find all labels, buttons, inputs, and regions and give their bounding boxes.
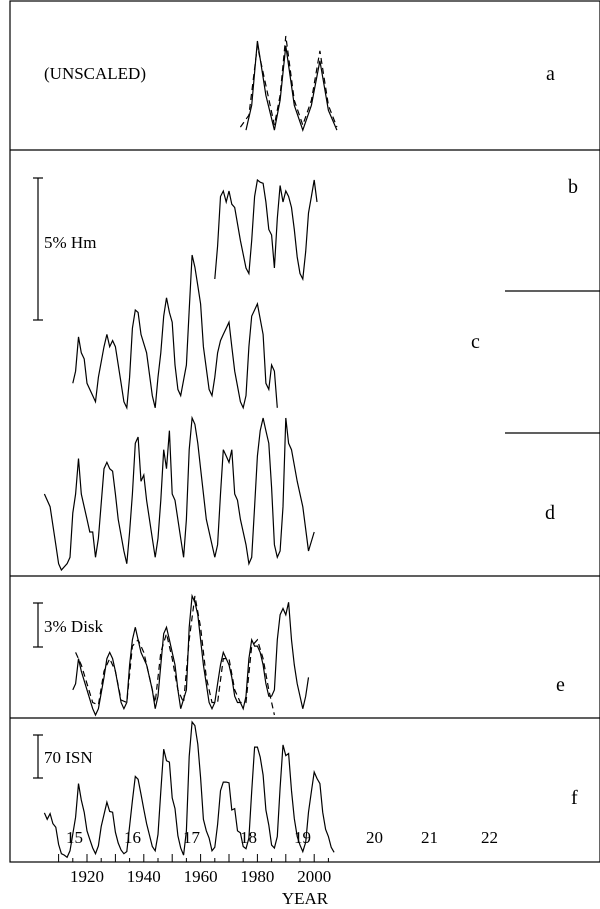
scale-bar-isn bbox=[33, 734, 43, 779]
cycle-number-21: 21 bbox=[421, 828, 438, 847]
panel-label-a: a bbox=[546, 63, 555, 85]
panel-label-b: b bbox=[568, 176, 578, 198]
x-tick-label: 1940 bbox=[127, 867, 161, 886]
series-line-f-solid bbox=[43, 720, 335, 859]
scale-label-disk: 3% Disk bbox=[44, 617, 104, 636]
cycle-number-22: 22 bbox=[481, 828, 498, 847]
cycle-number-15: 15 bbox=[66, 828, 83, 847]
series-line-e-solid bbox=[72, 593, 310, 717]
panel-label-d: d bbox=[545, 502, 555, 524]
unscaled-label: (UNSCALED) bbox=[44, 64, 146, 83]
series-line-d-solid bbox=[43, 415, 315, 572]
x-axis-ticks: 1920 1940 1960 1980 2000 bbox=[58, 854, 331, 886]
x-tick-label: 1980 bbox=[240, 867, 274, 886]
scale-bar-hm bbox=[33, 177, 43, 321]
series-line-b-solid bbox=[214, 178, 318, 282]
series-line-a-dashed bbox=[239, 35, 338, 128]
panel-label-f: f bbox=[571, 787, 578, 809]
cycle-number-16: 16 bbox=[124, 828, 141, 847]
series-line-e-dashed bbox=[75, 595, 275, 716]
series-line-c-solid bbox=[72, 254, 278, 411]
panel-label-e: e bbox=[556, 674, 565, 696]
x-tick-label: 1960 bbox=[184, 867, 218, 886]
x-tick-label: 1920 bbox=[70, 867, 104, 886]
plot-frame bbox=[9, 0, 600, 863]
series-group bbox=[43, 35, 338, 859]
scale-label-isn: 70 ISN bbox=[44, 748, 93, 767]
series-line-a-solid bbox=[245, 40, 338, 132]
scale-label-hm: 5% Hm bbox=[44, 233, 96, 252]
x-axis-label: YEAR bbox=[282, 889, 329, 908]
panel-label-c: c bbox=[471, 331, 480, 353]
scale-bar-disk bbox=[33, 602, 43, 648]
x-tick-label: 2000 bbox=[297, 867, 331, 886]
cycle-number-17: 17 bbox=[183, 828, 201, 847]
cycle-number-20: 20 bbox=[366, 828, 383, 847]
